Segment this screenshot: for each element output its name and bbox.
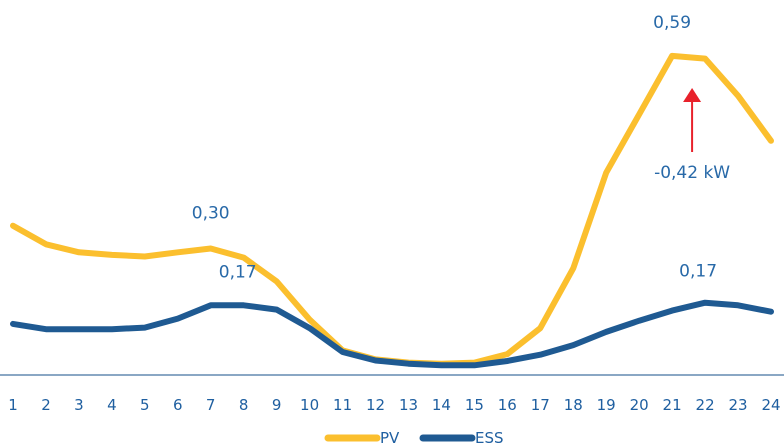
x-tick-label: 9	[272, 396, 282, 414]
x-tick-label: 17	[531, 396, 550, 414]
x-tick-label: 12	[366, 396, 385, 414]
x-tick-label: 15	[465, 396, 484, 414]
x-tick-label: 13	[399, 396, 418, 414]
legend: PV ESS	[324, 429, 504, 446]
data-label: 0,17	[679, 262, 717, 282]
x-tick-label: 1	[8, 396, 18, 414]
legend-label-ess: ESS	[475, 429, 504, 446]
annotations: 0,30 0,17 0,59 0,17 -0,42 kW	[192, 13, 731, 282]
data-label: 0,59	[653, 13, 691, 33]
series-layer	[10, 52, 774, 369]
x-tick-label: 10	[300, 396, 319, 414]
annotation-arrow-head	[683, 88, 702, 102]
x-tick-label: 5	[140, 396, 150, 414]
x-tick-label: 6	[173, 396, 183, 414]
x-tick-label: 19	[597, 396, 616, 414]
legend-label-pv: PV	[380, 429, 400, 446]
x-tick-label: 2	[41, 396, 51, 414]
x-tick-label: 23	[728, 396, 747, 414]
annotation-label: -0,42 kW	[654, 163, 730, 183]
x-tick-label: 14	[432, 396, 451, 414]
data-label: 0,17	[219, 262, 257, 282]
x-tick-label: 18	[564, 396, 583, 414]
x-tick-label: 8	[239, 396, 249, 414]
x-tick-label: 22	[696, 396, 715, 414]
x-tick-label: 11	[333, 396, 352, 414]
x-tick-label: 3	[74, 396, 84, 414]
x-tick-label: 16	[498, 396, 517, 414]
data-label: 0,30	[192, 204, 230, 224]
x-tick-label: 4	[107, 396, 117, 414]
x-tick-label: 7	[206, 396, 216, 414]
series-line-ess	[10, 299, 774, 369]
x-tick-label: 21	[663, 396, 682, 414]
x-tick-label: 24	[761, 396, 780, 414]
x-tick-labels: 1 2 3 4 5 6 7 8 9 10 11 12 13 14 15 16 17 18 19 20 21 22 23 24	[8, 396, 780, 414]
x-tick-label: 20	[630, 396, 649, 414]
